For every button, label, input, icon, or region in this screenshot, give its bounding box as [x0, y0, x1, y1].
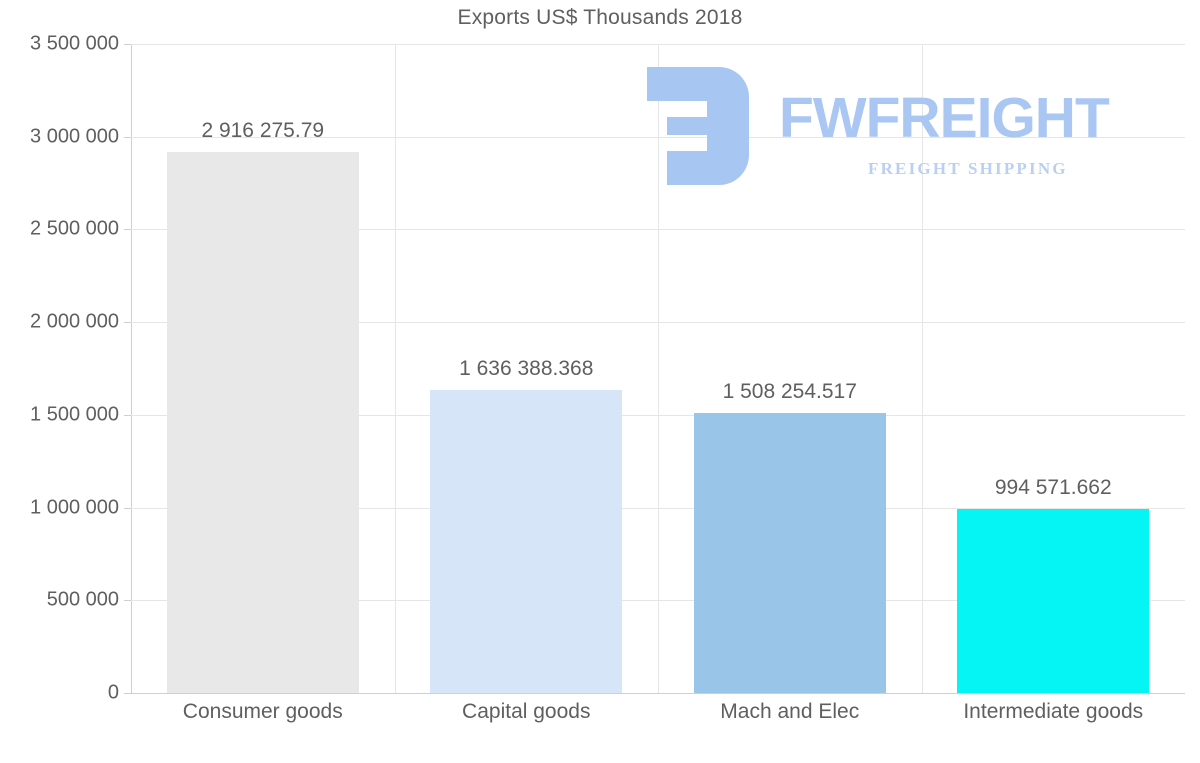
- x-tick-label: Intermediate goods: [963, 700, 1144, 723]
- x-tick-label: Capital goods: [462, 700, 591, 723]
- y-tick-mark: [124, 229, 131, 231]
- x-gridline: [395, 44, 396, 693]
- y-axis-labels: 0 500 000 1 000 000 1 500 000 2 000 000 2 500…: [0, 0, 119, 763]
- bar[interactable]: [166, 152, 359, 693]
- bar[interactable]: [957, 508, 1150, 693]
- y-tick-mark: [124, 322, 131, 324]
- y-tick-mark: [124, 693, 131, 694]
- bar-value-label: 2 916 275.79: [201, 119, 325, 143]
- chart-title: Exports US$ Thousands 2018: [457, 6, 743, 29]
- y-tick-label: 3 500 000: [30, 32, 119, 55]
- y-tick-mark: [124, 44, 131, 45]
- y-tick-label: 3 000 000: [30, 125, 119, 148]
- x-axis-labels: Consumer goods Capital goods Mach and Elec…: [131, 700, 1185, 740]
- x-axis-baseline: [131, 693, 1185, 694]
- y-axis-line: [131, 44, 132, 694]
- bar-value-label: 994 571.662: [994, 475, 1112, 499]
- y-tick-mark: [124, 414, 131, 416]
- bar[interactable]: [430, 389, 623, 693]
- y-tick-mark: [124, 507, 131, 509]
- y-tick-label: 1 000 000: [30, 496, 119, 519]
- y-tick-label: 2 000 000: [30, 310, 119, 333]
- y-tick-label: 0: [107, 681, 119, 704]
- y-tick-label: 500 000: [46, 588, 119, 611]
- y-tick-mark: [124, 136, 131, 138]
- bar-value-label: 1 508 254.517: [722, 380, 857, 404]
- y-tick-mark: [124, 600, 131, 602]
- x-gridline: [658, 44, 659, 693]
- y-tick-label: 1 500 000: [30, 403, 119, 426]
- bars-layer: [131, 44, 1185, 693]
- bar[interactable]: [693, 413, 886, 693]
- x-gridline: [922, 44, 923, 693]
- x-tick-label: Mach and Elec: [720, 700, 860, 723]
- bar-value-label: 1 636 388.368: [459, 356, 594, 380]
- x-tick-label: Consumer goods: [182, 700, 343, 723]
- y-tick-label: 2 500 000: [30, 217, 119, 240]
